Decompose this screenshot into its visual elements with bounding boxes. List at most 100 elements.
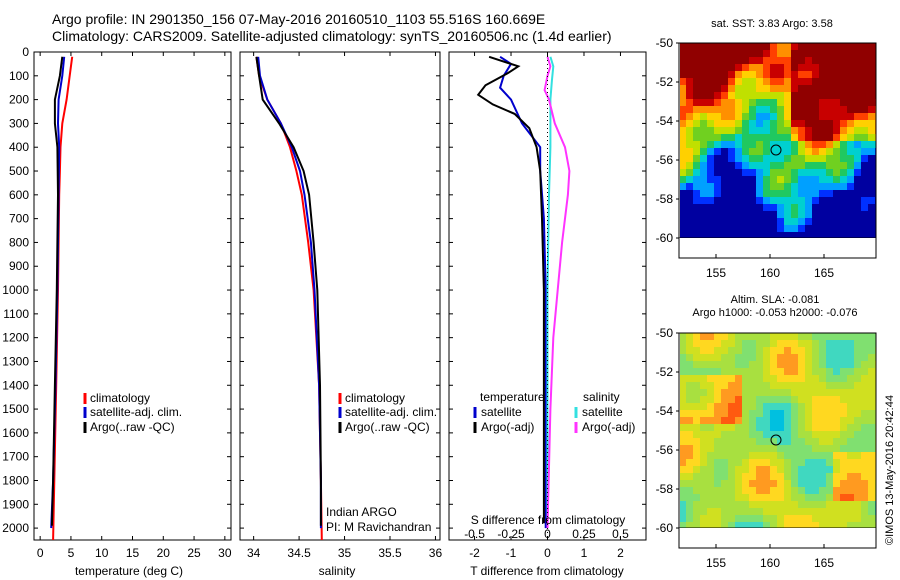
map-cell <box>791 225 798 232</box>
map-cell <box>812 361 819 368</box>
map-cell <box>854 501 861 508</box>
map-cell <box>819 197 826 204</box>
map-cell <box>854 99 861 106</box>
map-cell <box>728 176 735 183</box>
map-cell <box>770 85 777 92</box>
map-cell <box>833 522 840 528</box>
map-cell <box>742 501 749 508</box>
map-cell <box>833 466 840 473</box>
map-cell <box>840 522 847 528</box>
temp-legend-satellite: satellite-adj. clim. <box>90 405 182 419</box>
map-cell <box>721 92 728 99</box>
map-cell <box>826 508 833 515</box>
map-cell <box>840 382 847 389</box>
map-cell <box>749 43 756 50</box>
map-cell <box>680 354 686 361</box>
map-cell <box>686 480 693 487</box>
map-cell <box>770 466 777 473</box>
map-cell <box>680 232 686 238</box>
map-cell <box>693 424 700 431</box>
map-cell <box>686 92 693 99</box>
map-cell <box>749 333 756 340</box>
map-cell <box>777 410 784 417</box>
map-cell <box>847 466 854 473</box>
map-cell <box>819 113 826 120</box>
map-cell <box>805 85 812 92</box>
map-cell <box>868 333 875 340</box>
temp-xtick-label: 10 <box>95 546 109 560</box>
map-cell <box>763 155 770 162</box>
map-cell <box>714 50 721 57</box>
depth-tick-label: 1800 <box>2 473 29 487</box>
map-cell <box>770 501 777 508</box>
map-cell <box>756 445 763 452</box>
map-cell <box>805 515 812 522</box>
map-cell <box>714 141 721 148</box>
map-cell <box>833 361 840 368</box>
map-cell <box>840 127 847 134</box>
map-cell <box>819 225 826 232</box>
map-cell <box>700 211 707 218</box>
map-cell <box>847 480 854 487</box>
map-cell <box>749 176 756 183</box>
map-cell <box>791 43 798 50</box>
map-cell <box>721 162 728 169</box>
map-cell <box>854 354 861 361</box>
map-cell <box>770 333 777 340</box>
map-cell <box>868 368 875 375</box>
map-cell <box>763 64 770 71</box>
map-cell <box>805 410 812 417</box>
map-cell <box>763 92 770 99</box>
map-cell <box>854 218 861 225</box>
map-cell <box>861 508 868 515</box>
map-cell <box>784 375 791 382</box>
map-cell <box>693 134 700 141</box>
map-cell <box>784 134 791 141</box>
map-cell <box>700 50 707 57</box>
map-cell <box>833 445 840 452</box>
map-cell <box>777 225 784 232</box>
map-cell <box>805 148 812 155</box>
map-cell <box>686 473 693 480</box>
map-cell <box>854 204 861 211</box>
map-cell <box>812 176 819 183</box>
map-cell <box>826 368 833 375</box>
map-cell <box>840 211 847 218</box>
map-cell <box>861 494 868 501</box>
map-cell <box>826 466 833 473</box>
diff-series-line <box>476 55 545 524</box>
map-cell <box>819 459 826 466</box>
map-cell <box>819 99 826 106</box>
map-cell <box>742 361 749 368</box>
map-cell <box>777 176 784 183</box>
map-cell <box>805 361 812 368</box>
map-cell <box>756 403 763 410</box>
map-cell <box>721 78 728 85</box>
map-cell <box>700 340 707 347</box>
map-cell <box>707 141 714 148</box>
map-cell <box>840 169 847 176</box>
map-cell <box>714 190 721 197</box>
map-cell <box>854 452 861 459</box>
map-cell <box>707 78 714 85</box>
map-cell <box>721 508 728 515</box>
map-xtick-label: 160 <box>760 556 780 570</box>
map-cell <box>868 522 875 528</box>
map-cell <box>819 382 826 389</box>
map-cell <box>714 43 721 50</box>
map-cell <box>742 71 749 78</box>
map-cell <box>693 99 700 106</box>
map-cell <box>749 389 756 396</box>
map-cell <box>735 445 742 452</box>
map-cell <box>728 501 735 508</box>
map-cell <box>763 57 770 64</box>
map-cell <box>805 225 812 232</box>
map-cell <box>680 50 686 57</box>
map-cell <box>728 197 735 204</box>
map-cell <box>826 382 833 389</box>
map-cell <box>721 396 728 403</box>
map-cell <box>749 347 756 354</box>
map-cell <box>686 85 693 92</box>
map-cell <box>847 494 854 501</box>
map-cell <box>861 190 868 197</box>
